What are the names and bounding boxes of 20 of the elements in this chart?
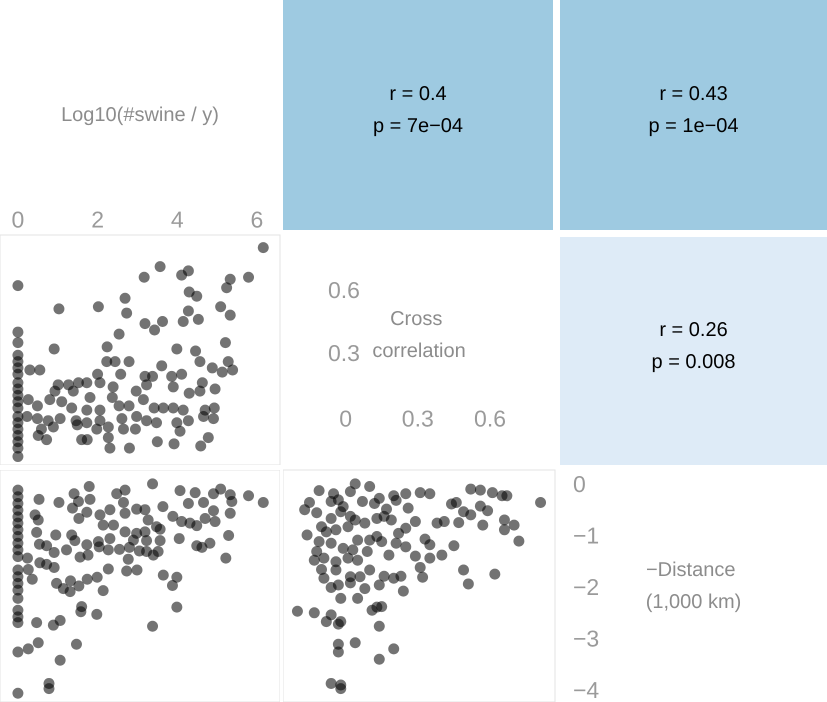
text: p = 1e−04 xyxy=(648,115,739,137)
text: p = 7e−04 xyxy=(372,115,464,137)
text: r = 0.4 xyxy=(389,83,447,105)
text: r = 0.43 xyxy=(659,83,728,105)
x-tick-label: 6 xyxy=(250,206,264,232)
x-tick-label: 2 xyxy=(91,206,104,232)
text: −Distance (1,000 km) xyxy=(646,559,742,613)
y-tick-label: 0 xyxy=(573,470,586,497)
y-tick-label: −2 xyxy=(573,574,600,600)
x-tick-label: 4 xyxy=(170,206,184,232)
x-tick-label: 0.6 xyxy=(474,406,506,432)
y-tick-label: −4 xyxy=(573,677,600,702)
text: p = 0.008 xyxy=(652,351,736,373)
y-tick-label: −1 xyxy=(573,522,600,548)
text: Log10(#swine / y) xyxy=(61,104,219,126)
text: Cross correlation xyxy=(372,308,466,362)
x-tick-label: 0.3 xyxy=(402,406,434,432)
y-tick-label: −3 xyxy=(573,626,600,652)
text: r = 0.26 xyxy=(659,319,728,341)
x-tick-label: 0 xyxy=(12,206,24,232)
